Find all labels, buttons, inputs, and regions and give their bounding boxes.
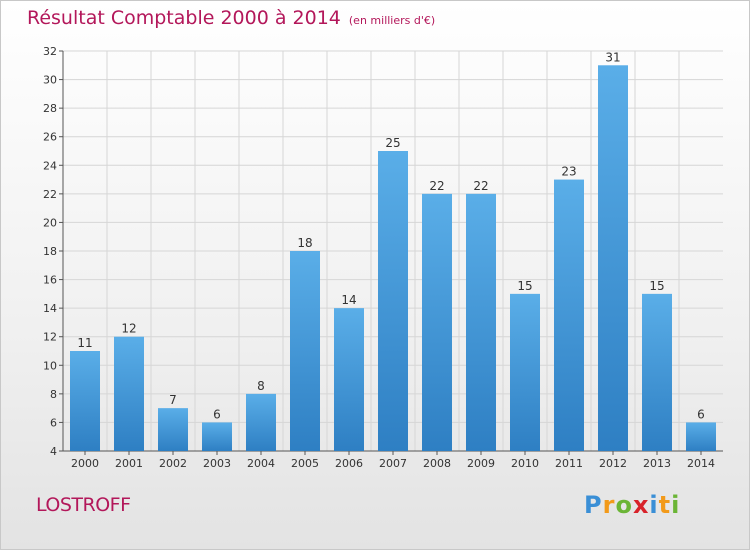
- data-label: 12: [121, 322, 136, 336]
- data-label: 6: [697, 407, 705, 421]
- logo-letter: t: [658, 491, 672, 519]
- commune-name: LOSTROFF: [36, 494, 131, 516]
- logo-letter: i: [671, 491, 681, 519]
- x-tick-label: 2012: [599, 457, 627, 470]
- bar: [202, 422, 232, 451]
- x-tick-label: 2014: [687, 457, 715, 470]
- y-tick-label: 18: [43, 245, 57, 258]
- y-tick-label: 20: [43, 216, 57, 229]
- chart-title: Résultat Comptable 2000 à 2014 (en millie…: [27, 7, 435, 29]
- logo-letter: i: [649, 491, 659, 519]
- y-tick-label: 16: [43, 274, 57, 287]
- y-tick-label: 8: [50, 388, 57, 401]
- data-label: 31: [605, 50, 620, 64]
- x-tick-label: 2005: [291, 457, 319, 470]
- bar: [510, 293, 540, 451]
- bar: [422, 193, 452, 451]
- data-label: 22: [429, 179, 444, 193]
- y-tick-label: 24: [43, 159, 57, 172]
- bar: [70, 351, 100, 451]
- x-tick-label: 2011: [555, 457, 583, 470]
- x-tick-label: 2003: [203, 457, 231, 470]
- data-label: 23: [561, 165, 576, 179]
- data-label: 25: [385, 136, 400, 150]
- bar: [642, 293, 672, 451]
- data-label: 11: [77, 336, 92, 350]
- y-tick-label: 6: [50, 416, 57, 429]
- x-tick-label: 2006: [335, 457, 363, 470]
- y-tick-label: 30: [43, 74, 57, 87]
- bar: [466, 193, 496, 451]
- chart-subtitle: (en milliers d'€): [348, 14, 436, 27]
- bar: [158, 408, 188, 451]
- data-label: 18: [297, 236, 312, 250]
- bar: [378, 151, 408, 451]
- x-tick-label: 2007: [379, 457, 407, 470]
- y-tick-label: 22: [43, 188, 57, 201]
- data-label: 15: [649, 279, 664, 293]
- bar: [554, 179, 584, 452]
- data-label: 7: [169, 393, 177, 407]
- data-label: 22: [473, 179, 488, 193]
- x-tick-label: 2013: [643, 457, 671, 470]
- y-tick-label: 12: [43, 331, 57, 344]
- x-tick-label: 2000: [71, 457, 99, 470]
- y-tick-label: 4: [50, 445, 57, 458]
- logo-letter: o: [615, 491, 633, 519]
- logo-letter: x: [632, 491, 650, 519]
- proxiti-logo: Proxiti: [584, 491, 680, 519]
- y-tick-label: 32: [43, 45, 57, 58]
- chart-title-text: Résultat Comptable 2000 à 2014: [27, 7, 341, 29]
- data-label: 8: [257, 379, 265, 393]
- y-tick-label: 10: [43, 359, 57, 372]
- data-label: 14: [341, 293, 356, 307]
- x-tick-label: 2001: [115, 457, 143, 470]
- x-tick-label: 2010: [511, 457, 539, 470]
- bar: [598, 65, 628, 452]
- bars: [70, 65, 716, 452]
- bar: [334, 308, 364, 451]
- bar: [686, 422, 716, 451]
- data-label: 6: [213, 407, 221, 421]
- logo-letter: r: [602, 491, 616, 519]
- bar: [114, 336, 144, 451]
- y-tick-label: 26: [43, 131, 57, 144]
- bar: [290, 251, 320, 451]
- x-tick-label: 2008: [423, 457, 451, 470]
- y-tick-label: 28: [43, 102, 57, 115]
- bar: [246, 393, 276, 451]
- data-label: 15: [517, 279, 532, 293]
- x-tick-label: 2002: [159, 457, 187, 470]
- logo-letter: P: [584, 491, 603, 519]
- x-tick-label: 2004: [247, 457, 275, 470]
- y-tick-label: 14: [43, 302, 57, 315]
- labels: 11 2000 12 2001 7 2002 6 2003 8 2004 18 2005 14 2006 2…: [71, 50, 715, 470]
- x-tick-label: 2009: [467, 457, 495, 470]
